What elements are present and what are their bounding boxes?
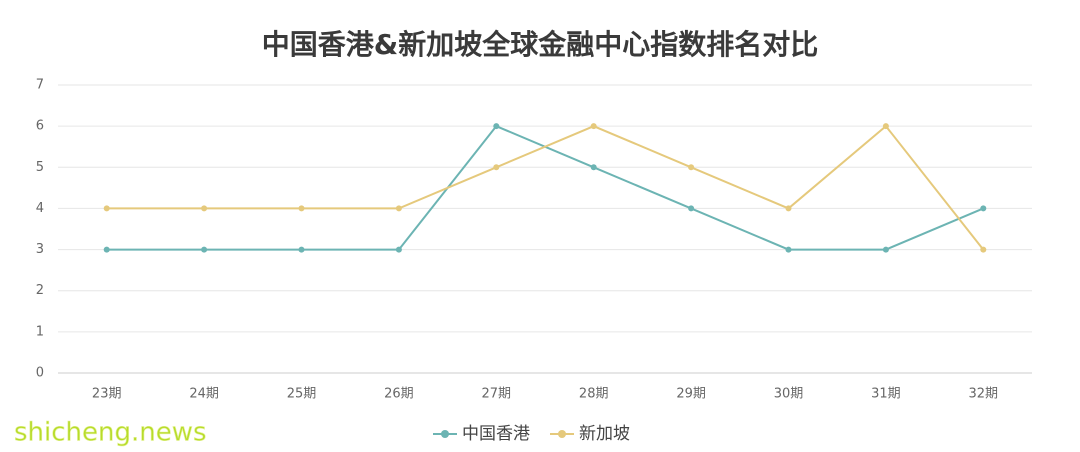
- x-tick-label: 27期: [482, 387, 512, 402]
- y-tick-label: 5: [36, 160, 44, 175]
- x-tick-label: 31期: [871, 387, 901, 402]
- y-tick-label: 1: [36, 324, 44, 339]
- data-point: [688, 205, 695, 212]
- data-point: [493, 164, 500, 171]
- x-tick-label: 23期: [92, 387, 122, 402]
- legend-label: 中国香港: [462, 424, 530, 444]
- data-point: [688, 164, 695, 171]
- data-point: [103, 246, 110, 253]
- legend-label: 新加坡: [579, 424, 630, 444]
- data-point: [493, 123, 500, 130]
- x-tick-label: 24期: [189, 387, 219, 402]
- x-tick-label: 26期: [384, 387, 414, 402]
- data-point: [785, 205, 792, 212]
- x-tick-label: 29期: [676, 387, 706, 402]
- data-point: [298, 246, 305, 253]
- y-tick-label: 4: [36, 201, 44, 216]
- data-point: [395, 205, 402, 212]
- y-tick-label: 7: [36, 78, 44, 93]
- data-point: [395, 246, 402, 253]
- x-tick-label: 30期: [774, 387, 804, 402]
- data-point: [590, 164, 597, 171]
- data-point: [882, 246, 889, 253]
- x-tick-label: 32期: [969, 387, 999, 402]
- data-point: [980, 246, 987, 253]
- data-point: [103, 205, 110, 212]
- y-tick-label: 6: [36, 119, 44, 134]
- legend-marker: [441, 430, 449, 438]
- data-point: [590, 123, 597, 130]
- y-tick-label: 0: [36, 366, 44, 381]
- y-tick-label: 2: [36, 283, 44, 298]
- watermark: shicheng.news: [14, 418, 207, 448]
- x-tick-label: 28期: [579, 387, 609, 402]
- data-point: [201, 246, 208, 253]
- data-point: [980, 205, 987, 212]
- y-tick-label: 3: [36, 242, 44, 257]
- data-point: [882, 123, 889, 130]
- legend-marker: [558, 430, 566, 438]
- data-point: [785, 246, 792, 253]
- chart-title: 中国香港&新加坡全球金融中心指数排名对比: [262, 28, 818, 61]
- data-point: [298, 205, 305, 212]
- series-line: [106, 124, 984, 251]
- series-line: [106, 124, 985, 251]
- data-point: [201, 205, 208, 212]
- x-tick-label: 25期: [287, 387, 317, 402]
